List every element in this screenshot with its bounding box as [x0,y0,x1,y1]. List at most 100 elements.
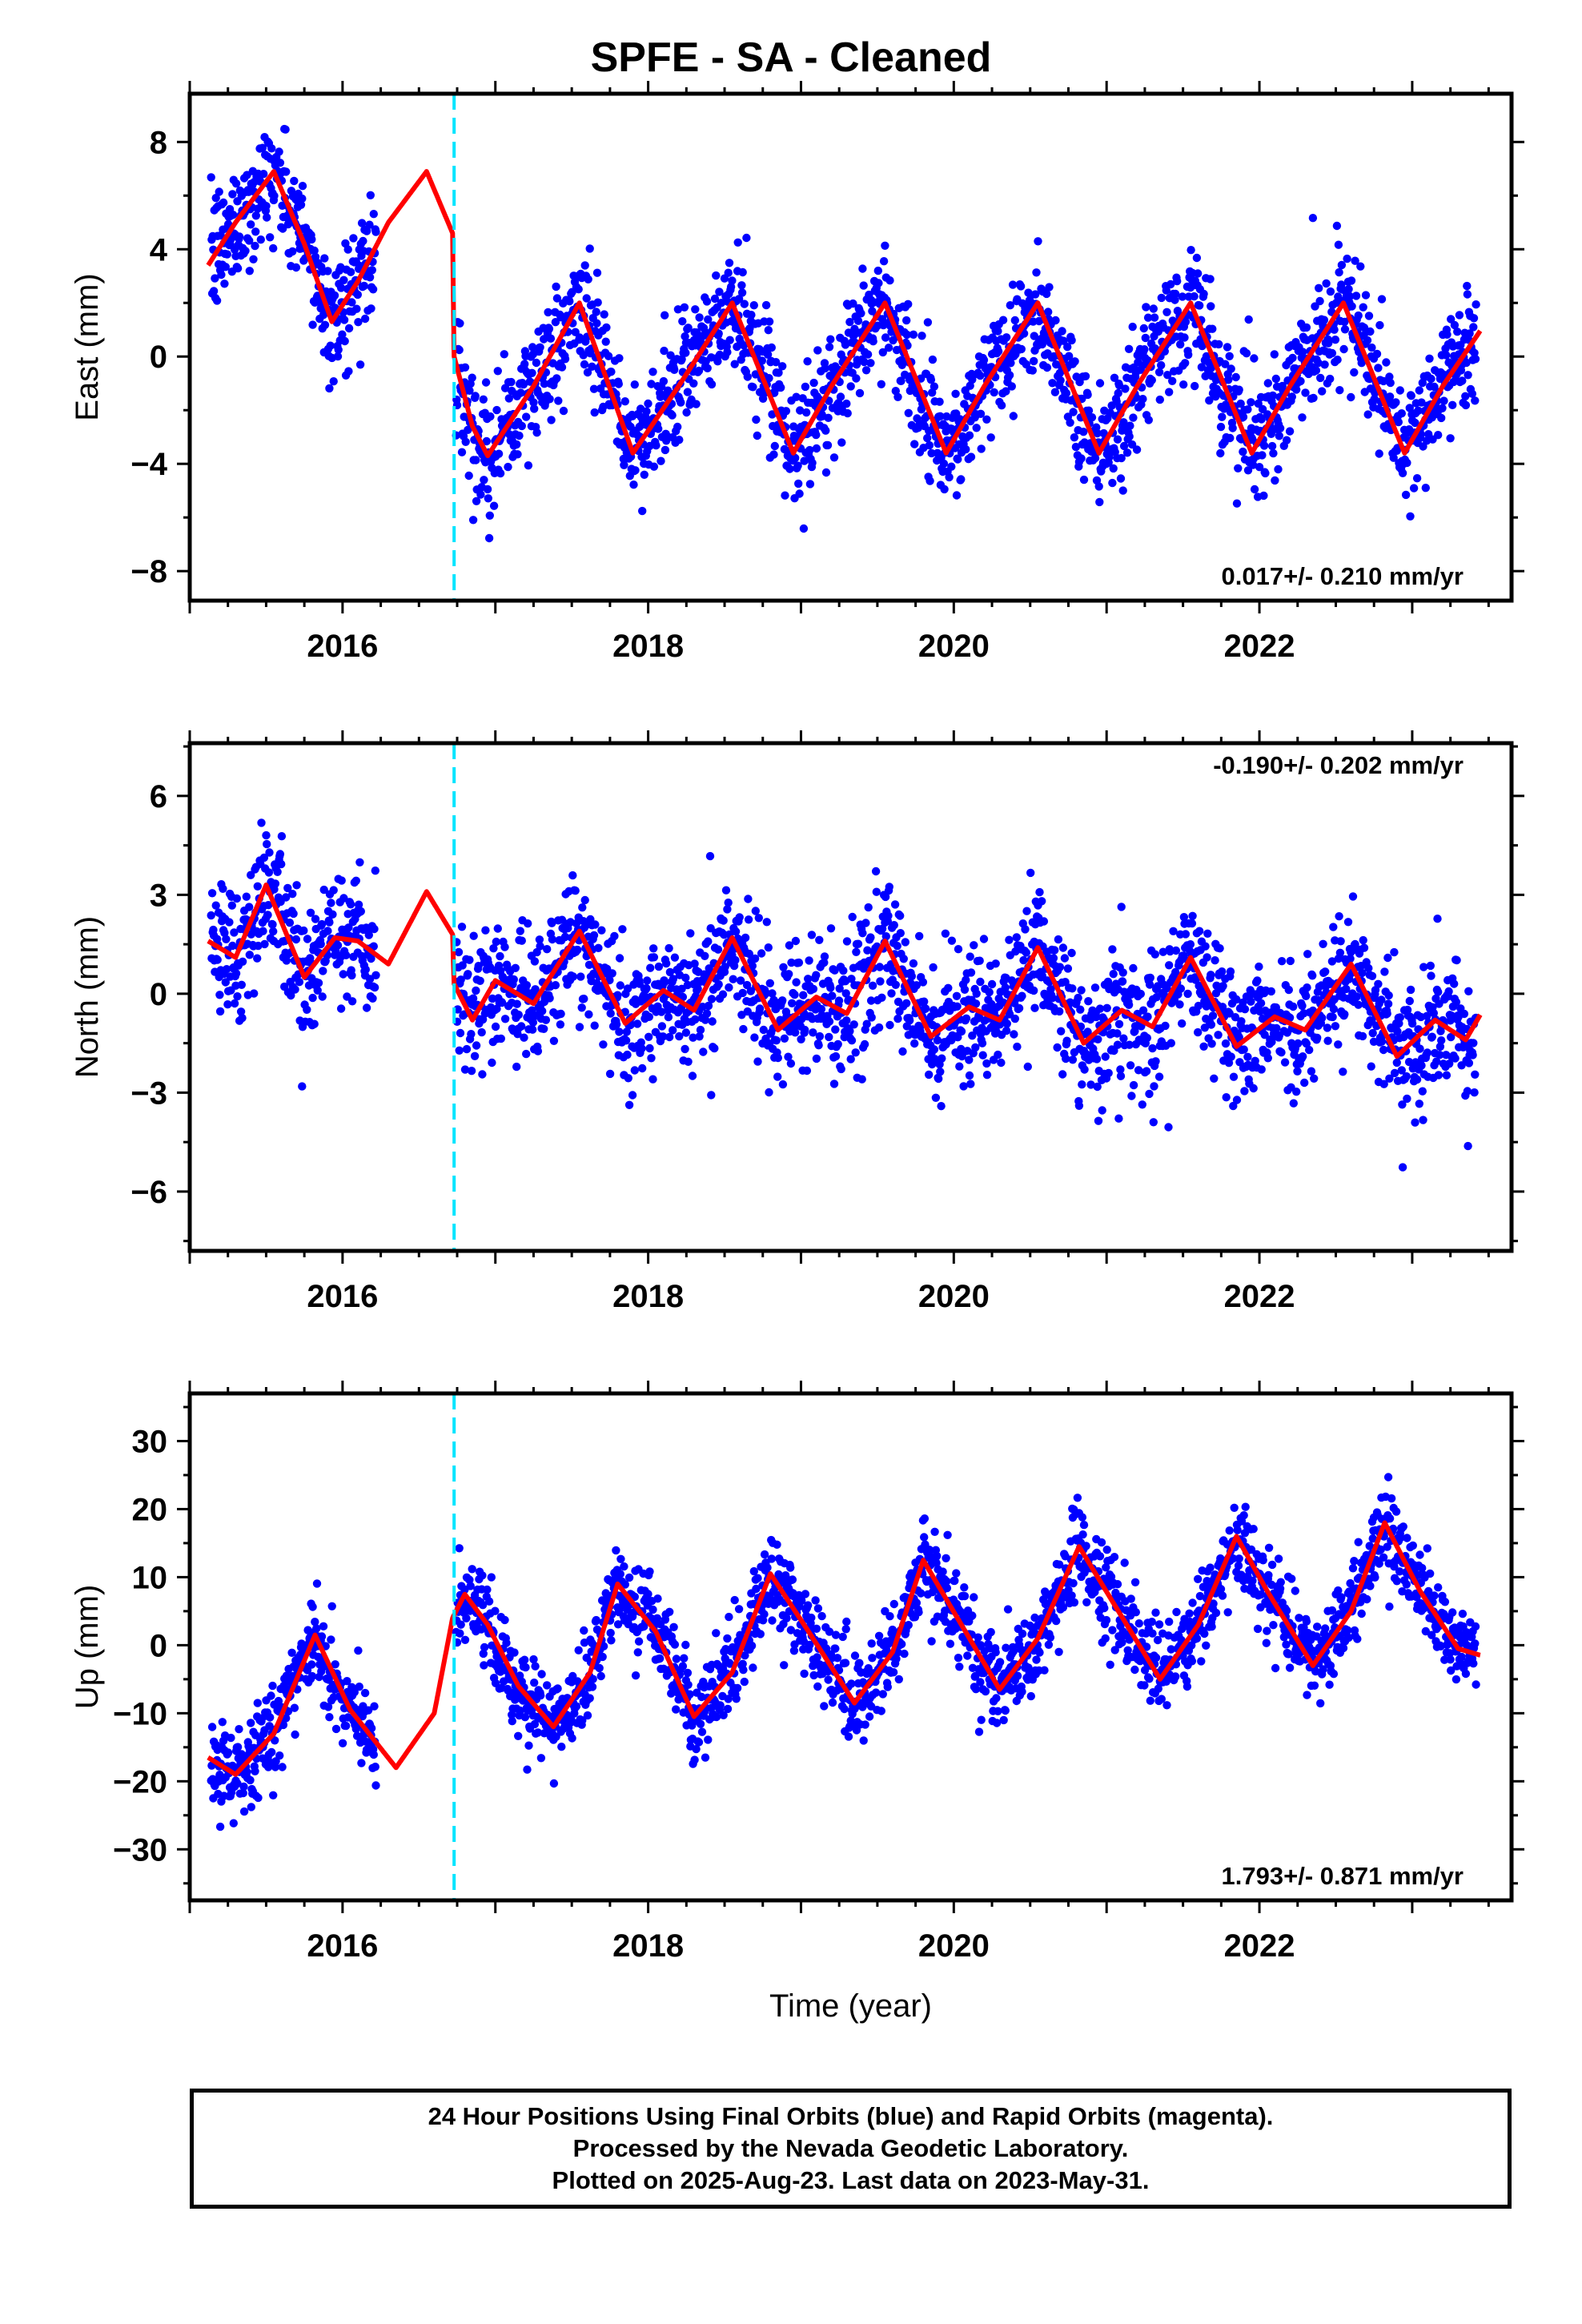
data-point [354,318,363,327]
data-point [881,333,890,342]
data-point [1345,292,1355,301]
data-point [853,939,863,948]
data-point [1067,948,1076,958]
data-point [1385,1074,1394,1084]
data-point [592,319,601,328]
data-point [1272,1023,1281,1033]
data-point [220,928,229,938]
data-point [618,925,627,934]
data-point [1292,1088,1301,1096]
data-point [941,929,950,939]
data-point [1425,354,1434,363]
data-point [303,1626,312,1634]
data-point [233,1779,242,1788]
data-point [1118,968,1127,977]
data-point [772,1036,781,1045]
data-point [1142,303,1150,312]
data-point [1207,364,1216,372]
data-point [1469,1039,1478,1047]
data-point [1166,279,1175,289]
data-point [263,911,272,919]
data-point [492,937,500,947]
data-point [1319,939,1327,949]
data-point [936,1068,945,1076]
data-point [251,211,260,220]
data-point [556,1009,565,1019]
data-point [1343,254,1351,263]
data-point [684,324,693,332]
data-point [710,1043,719,1053]
data-point [1157,293,1166,303]
data-point [770,441,779,451]
data-point [1315,296,1324,306]
data-point [482,436,491,446]
data-point [323,927,332,935]
data-point [842,1016,851,1025]
data-point [815,935,824,945]
data-point [367,304,375,313]
data-point [1236,399,1245,408]
data-point [991,959,1000,968]
data-point [874,1023,884,1032]
model-curve [206,169,1483,459]
data-point [807,931,817,939]
data-point [346,900,355,909]
data-point [773,1072,782,1081]
data-point [1207,1039,1216,1048]
data-point [1099,428,1108,438]
data-point [859,281,868,290]
data-point [821,468,831,477]
data-point [298,1082,307,1091]
data-point [365,273,375,282]
data-point [826,335,835,344]
data-point [472,986,480,995]
data-point [1328,1012,1337,1022]
data-point [259,170,268,179]
data-point [1298,1001,1307,1011]
data-point [468,994,478,1003]
data-point [500,943,509,951]
data-point [657,1007,666,1016]
data-point [1303,983,1311,992]
data-point [576,972,585,981]
data-point [531,985,540,994]
data-point [1444,987,1453,996]
data-point [774,368,783,377]
data-point [310,1019,319,1028]
data-point [1165,388,1174,396]
data-point [1049,954,1058,963]
data-point [938,1054,946,1063]
data-point [267,1691,275,1700]
data-point [809,984,818,994]
data-point [471,392,480,400]
data-point [1215,944,1224,953]
data-point [966,968,976,977]
data-point [512,440,521,449]
data-point [1302,991,1311,1001]
data-point [1235,1032,1243,1042]
data-point [1074,993,1082,1003]
data-point [933,1035,942,1045]
data-point [1055,368,1065,377]
data-point [1102,1003,1111,1013]
data-point [670,365,679,374]
data-point [1331,1022,1340,1031]
data-point [849,1020,858,1029]
data-point [238,1014,247,1023]
data-point [887,989,896,998]
data-point [866,359,875,368]
data-point [565,297,574,306]
data-point [1240,1087,1249,1096]
data-point [1350,368,1359,377]
data-point [215,1822,225,1831]
data-point [860,357,869,367]
data-point [1058,1070,1067,1079]
data-point [937,1102,946,1111]
data-point [228,941,237,951]
data-point [1405,996,1415,1006]
data-point [1429,1008,1439,1018]
data-point [1277,957,1287,966]
data-point [1379,1045,1388,1055]
data-point [1216,422,1226,432]
